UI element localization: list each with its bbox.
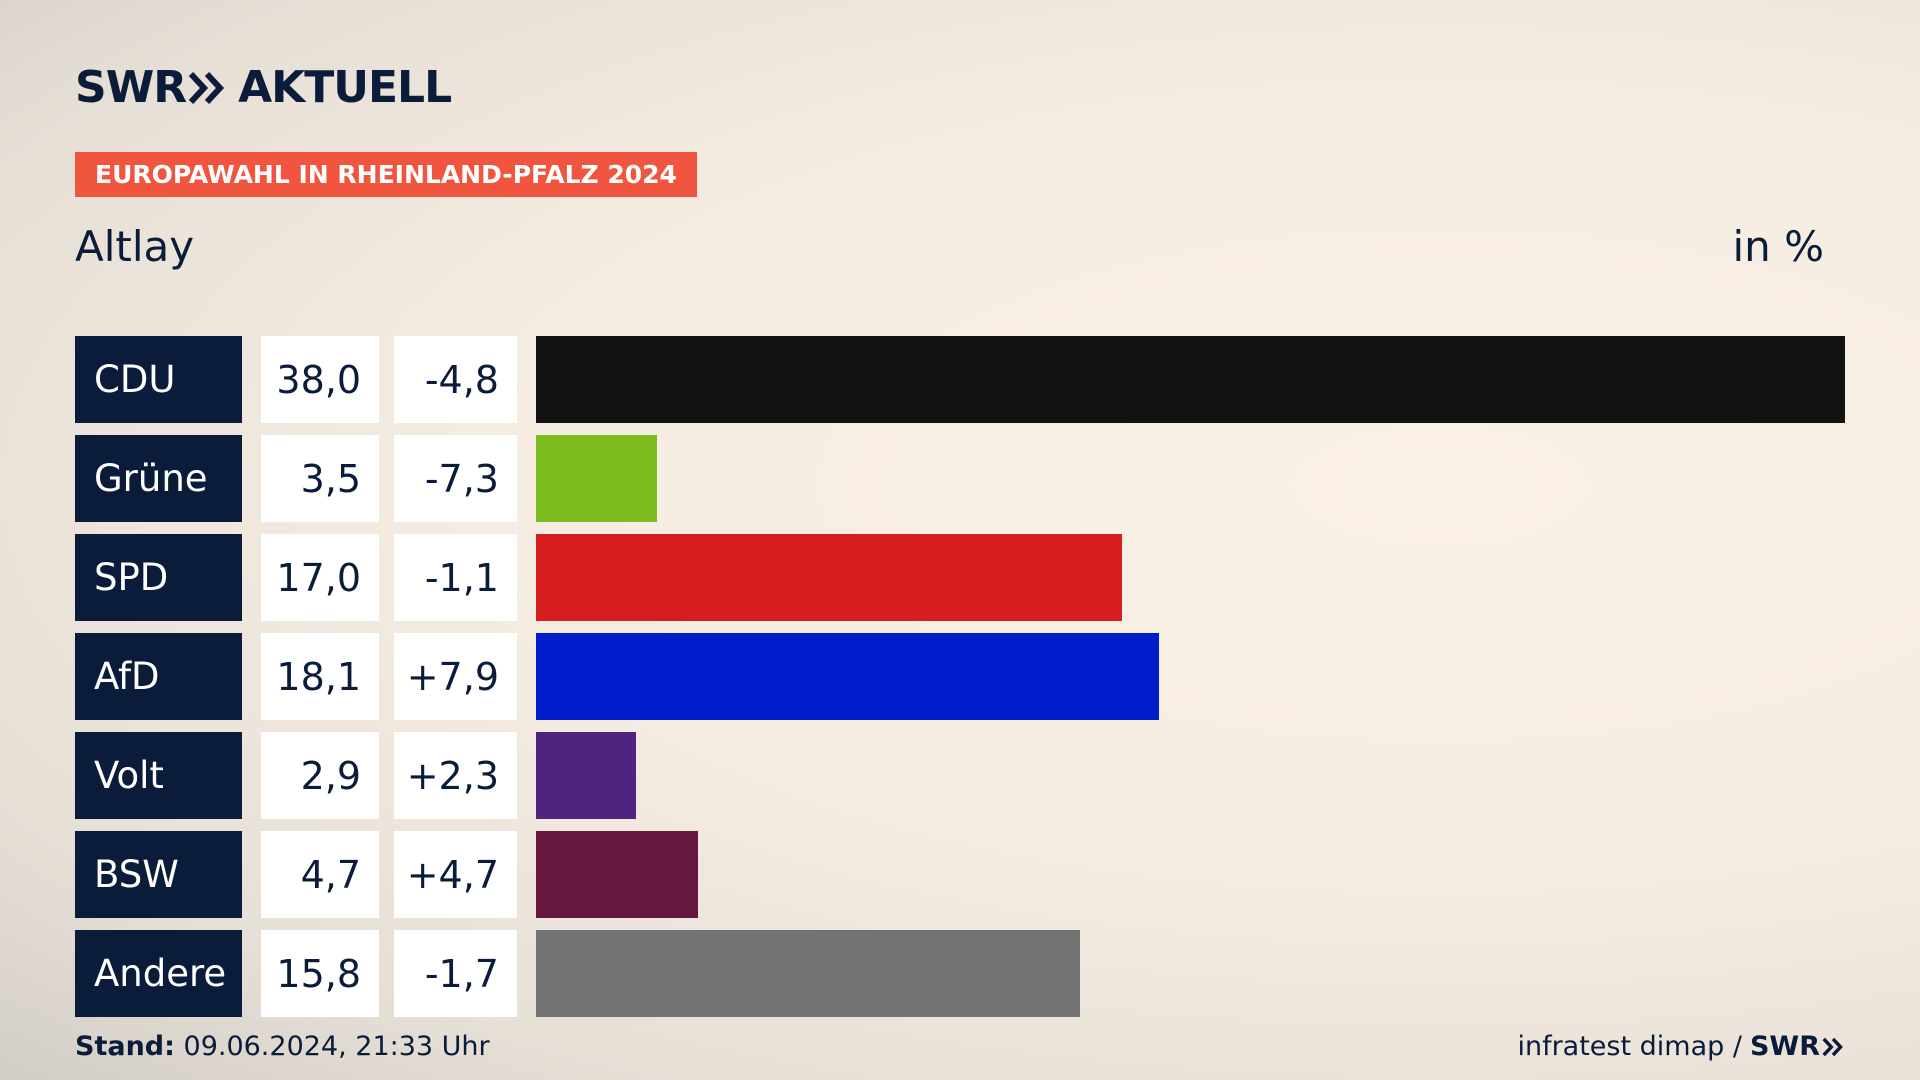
vote-share-value: 3,5 bbox=[261, 435, 379, 522]
party-label: Andere bbox=[75, 930, 242, 1017]
source-credit: infratest dimap / SWR bbox=[1517, 1031, 1844, 1062]
change-value: +4,7 bbox=[394, 831, 517, 918]
result-bar bbox=[536, 534, 1122, 621]
party-label: SPD bbox=[75, 534, 242, 621]
party-label: BSW bbox=[75, 831, 242, 918]
vote-share-value: 17,0 bbox=[261, 534, 379, 621]
result-bar bbox=[536, 633, 1159, 720]
vote-share-value: 18,1 bbox=[261, 633, 379, 720]
logo-swr-text: SWR bbox=[75, 62, 187, 113]
vote-share-value: 2,9 bbox=[261, 732, 379, 819]
change-value: +7,9 bbox=[394, 633, 517, 720]
vote-share-value: 38,0 bbox=[261, 336, 379, 423]
result-bar bbox=[536, 732, 636, 819]
change-value: -4,8 bbox=[394, 336, 517, 423]
timestamp: Stand: 09.06.2024, 21:33 Uhr bbox=[75, 1031, 490, 1062]
unit-label: in % bbox=[1732, 222, 1824, 271]
swr-small-logo-text: SWR bbox=[1749, 1031, 1820, 1062]
result-bar bbox=[536, 336, 1845, 423]
stand-value: 09.06.2024, 21:33 Uhr bbox=[183, 1031, 490, 1062]
swr-small-logo: SWR bbox=[1750, 1031, 1844, 1062]
vote-share-value: 4,7 bbox=[261, 831, 379, 918]
municipality-title: Altlay bbox=[75, 222, 195, 271]
party-label: Grüne bbox=[75, 435, 242, 522]
change-value: +2,3 bbox=[394, 732, 517, 819]
result-bar bbox=[536, 930, 1080, 1017]
result-bar bbox=[536, 435, 657, 522]
change-value: -1,1 bbox=[394, 534, 517, 621]
change-value: -7,3 bbox=[394, 435, 517, 522]
swr-aktuell-logo: SWR AKTUELL bbox=[75, 62, 452, 113]
party-label: AfD bbox=[75, 633, 242, 720]
source-text: infratest dimap / bbox=[1517, 1031, 1742, 1062]
double-chevron-icon bbox=[188, 71, 226, 105]
change-value: -1,7 bbox=[394, 930, 517, 1017]
vote-share-value: 15,8 bbox=[261, 930, 379, 1017]
election-badge: EUROPAWAHL IN RHEINLAND-PFALZ 2024 bbox=[75, 152, 697, 197]
small-chevron-icon bbox=[1822, 1037, 1843, 1056]
party-label: CDU bbox=[75, 336, 242, 423]
stand-label: Stand: bbox=[75, 1031, 175, 1062]
result-bar bbox=[536, 831, 698, 918]
party-label: Volt bbox=[75, 732, 242, 819]
logo-aktuell-text: AKTUELL bbox=[238, 62, 452, 113]
